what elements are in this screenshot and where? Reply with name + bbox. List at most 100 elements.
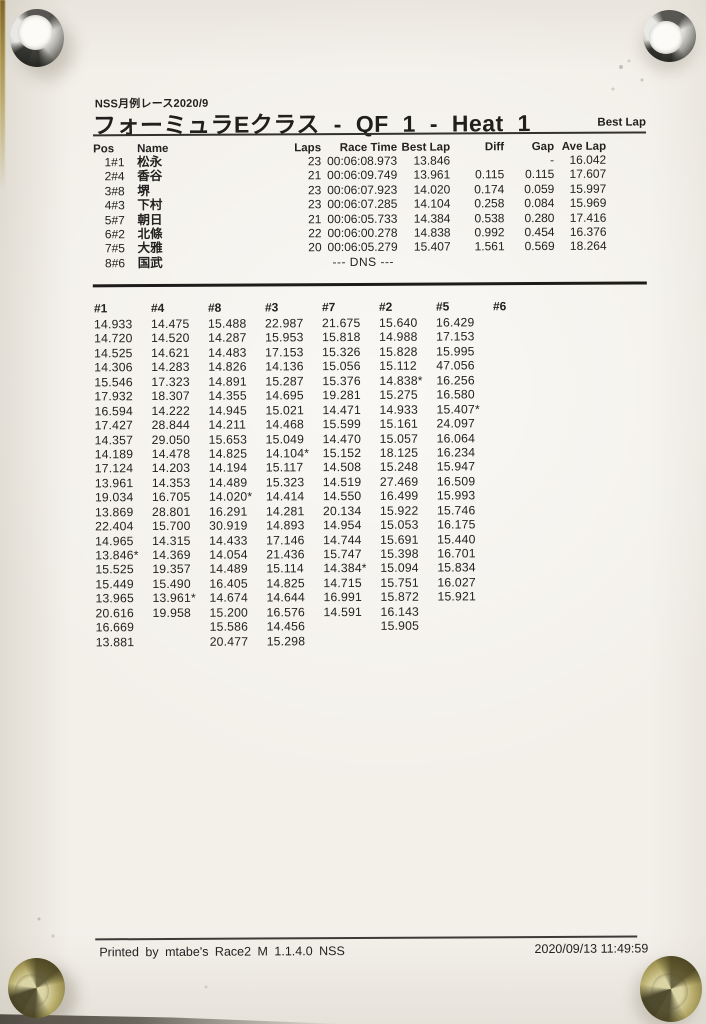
cell-name: 大雅	[137, 241, 163, 256]
lap-time: 14.357	[94, 432, 134, 447]
lap-column-header: #1	[93, 301, 108, 316]
cell-car: #6	[111, 256, 126, 271]
cell-laps: 23	[307, 154, 322, 169]
lap-column-3: #3 22.987 15.953 17.153 14.136 15.287 14.695 15…	[265, 300, 324, 648]
lap-time: 15.376	[322, 373, 361, 388]
lap-time: 14.353	[151, 475, 191, 490]
cell-pos: 3	[104, 184, 112, 199]
lap-time: 15.275	[379, 387, 418, 403]
cell-diff	[451, 254, 505, 269]
lap-time: 14.838*	[379, 373, 423, 388]
lap-time: 20.134	[322, 503, 362, 518]
lap-time: 15.490	[152, 576, 191, 591]
col-car	[111, 140, 137, 155]
lap-time: 15.640	[378, 315, 418, 330]
screw-bottom-left-icon	[8, 958, 65, 1018]
cell-best-lap: 14.104	[413, 196, 451, 211]
lap-chart: #1 14.933 14.720 14.525 14.306 15.546 17.932 16…	[94, 299, 552, 649]
lap-time: 16.509	[436, 474, 476, 489]
cell-best-lap: 13.961	[413, 167, 451, 183]
lap-time: 15.287	[265, 374, 304, 389]
lap-time: 14.591	[323, 604, 363, 619]
lap-time: 14.825	[266, 576, 305, 591]
lap-time: 14.826	[208, 359, 247, 375]
screw-face-icon	[18, 14, 53, 50]
cell-name: 北條	[137, 227, 163, 242]
lap-time: 15.449	[95, 577, 134, 592]
lap-time: 15.872	[380, 589, 419, 605]
lap-time: 14.470	[322, 431, 362, 446]
lap-time: 47.056	[436, 358, 475, 373]
lap-time: 16.701	[437, 546, 476, 561]
lap-time: 15.700	[152, 518, 191, 534]
lap-time: 15.200	[209, 605, 249, 620]
results-body: 1 #1 松永 23 00:06:08.973 13.846 -16.042 2 #4 香谷 21 0…	[93, 153, 607, 271]
lap-time: 16.291	[208, 504, 248, 519]
lap-time: 15.021	[265, 402, 304, 418]
section-divider	[92, 281, 647, 287]
lap-time: 14.306	[94, 360, 133, 375]
lap-time: 17.153	[265, 345, 304, 360]
cell-ave-lap: 18.264	[569, 239, 607, 254]
cell-pos: 7	[104, 241, 112, 256]
lap-time: 15.161	[379, 416, 419, 431]
lap-time: 15.407*	[436, 401, 480, 417]
cell-best-lap: 15.407	[413, 239, 451, 255]
lap-time: 16.705	[151, 490, 191, 505]
lap-time: 14.525	[94, 346, 133, 361]
lap-time: 14.933	[93, 317, 133, 332]
lap-time: 14.283	[151, 360, 190, 375]
lap-time: 14.893	[266, 518, 305, 533]
cell-gap: 0.454	[524, 224, 555, 240]
cell-car: #2	[111, 227, 125, 242]
cell-car: #4	[111, 169, 125, 184]
lap-time: 14.456	[266, 619, 306, 634]
footer-rule	[95, 935, 638, 940]
lap-time: 14.136	[265, 359, 304, 374]
lap-time: 16.580	[436, 387, 475, 402]
lap-time: 14.369	[152, 547, 191, 563]
screw-face-icon	[649, 21, 684, 54]
lap-time: 14.489	[209, 561, 248, 577]
lap-time: 14.211	[208, 417, 247, 432]
lap-time: 15.326	[322, 344, 361, 360]
lap-time: 16.234	[436, 445, 476, 460]
lap-time: 15.691	[380, 532, 419, 547]
best-lap-label: Best Lap	[597, 116, 646, 129]
footer-printed-by: Printed by mtabe's Race2 M 1.1.4.0 NSS	[99, 944, 345, 960]
lap-time: 14.674	[209, 590, 248, 606]
lap-time: 15.947	[436, 459, 476, 474]
lap-time: 15.488	[207, 316, 247, 331]
cell-laps: 21	[308, 211, 322, 226]
cell-race-time: 00:06:07.285	[327, 196, 398, 212]
lap-column-6: #6	[493, 299, 552, 647]
lap-time: 16.064	[436, 430, 476, 446]
lap-time: 16.429	[435, 315, 475, 330]
lap-time: 17.427	[94, 418, 134, 433]
lap-time: 14.384*	[323, 561, 367, 576]
lap-time: 15.922	[379, 503, 419, 518]
cell-gap: -	[550, 152, 555, 167]
lap-time: 15.440	[437, 531, 476, 547]
cell-name: 下村	[137, 198, 163, 213]
lap-time: 14.891	[208, 374, 247, 389]
cell-best-lap: 14.020	[413, 182, 451, 197]
lap-time: 14.550	[322, 489, 362, 504]
cell-pos: 2	[104, 169, 112, 184]
lap-time: 15.525	[95, 562, 134, 577]
lap-time: 14.471	[322, 402, 361, 417]
lap-time: 15.056	[322, 359, 361, 374]
lap-column-7: #7 21.675 15.818 15.326 15.056 15.376 19.281 14…	[322, 300, 381, 648]
lap-column-header: #8	[207, 300, 222, 315]
col-ave-lap: Ave Lap	[561, 140, 607, 153]
cell-car: #1	[111, 155, 125, 170]
lap-time: 17.146	[266, 532, 305, 548]
cell-diff	[450, 153, 504, 168]
lap-time: 15.818	[322, 330, 361, 345]
lap-time: 15.995	[436, 344, 475, 359]
cell-race-time: 00:06:05.279	[327, 240, 398, 255]
lap-time: 14.483	[208, 345, 247, 360]
cell-diff: 0.992	[474, 225, 505, 240]
cell-diff: 0.258	[474, 196, 505, 211]
